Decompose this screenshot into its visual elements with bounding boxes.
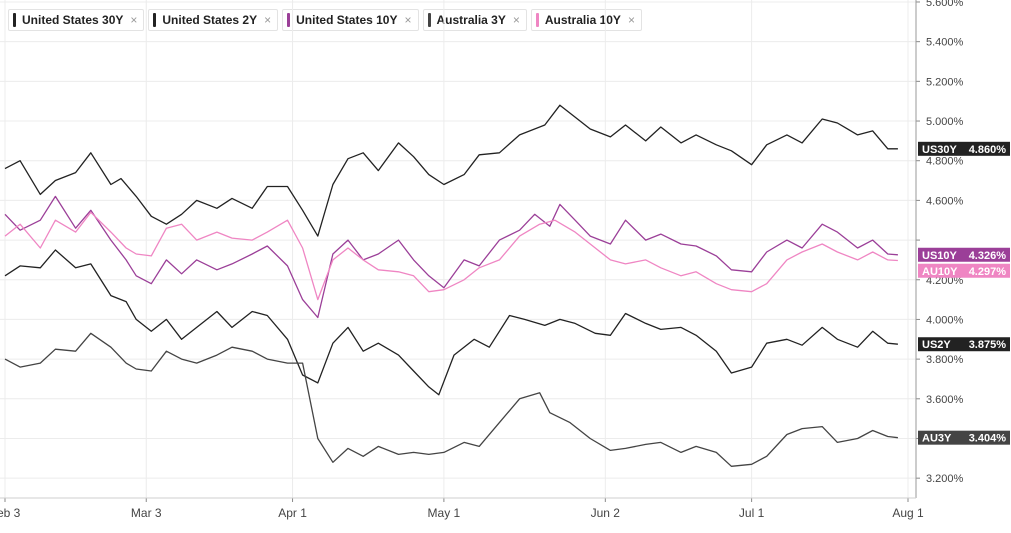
x-tick-label: Jun 2 xyxy=(591,506,621,520)
y-tick-label: 3.800% xyxy=(926,354,964,366)
badge-value: 3.875% xyxy=(969,339,1007,351)
legend-color-swatch xyxy=(427,13,431,27)
last-value-badge: US30Y 4.860% xyxy=(918,141,1010,156)
badge-background xyxy=(918,430,1010,445)
legend-chip[interactable]: Australia 3Y × xyxy=(422,9,527,31)
x-tick-label: Mar 3 xyxy=(131,506,162,520)
y-tick-label: 4.000% xyxy=(926,314,964,326)
badge-value: 3.404% xyxy=(969,433,1007,445)
legend-color-swatch xyxy=(13,13,16,27)
close-icon[interactable]: × xyxy=(512,13,520,27)
badge-symbol: US10Y xyxy=(922,250,958,262)
badge-background xyxy=(918,337,1010,352)
x-tick-label: Aug 1 xyxy=(892,506,924,520)
last-value-badge: AU10Y 4.297% xyxy=(918,263,1010,278)
badge-value: 4.860% xyxy=(969,144,1007,156)
legend-label: United States 30Y xyxy=(22,13,124,27)
legend-label: United States 2Y xyxy=(162,13,258,27)
legend-color-swatch xyxy=(287,13,291,27)
legend-label: Australia 10Y xyxy=(544,13,621,27)
y-tick-label: 3.600% xyxy=(926,394,964,406)
last-value-badge: US2Y 3.875% xyxy=(918,337,1010,352)
close-icon[interactable]: × xyxy=(404,13,412,27)
y-tick-label: 5.000% xyxy=(926,116,964,128)
series-line xyxy=(4,195,898,319)
y-tick-label: 5.600% xyxy=(926,0,964,9)
badge-background xyxy=(918,263,1010,278)
close-icon[interactable]: × xyxy=(264,13,272,27)
last-value-badge: US10Y 4.326% xyxy=(918,247,1010,262)
y-tick-label: 3.200% xyxy=(926,473,964,485)
badge-symbol: AU10Y xyxy=(922,266,958,278)
legend-chip[interactable]: United States 10Y × xyxy=(282,9,419,31)
close-icon[interactable]: × xyxy=(130,13,138,27)
badge-value: 4.326% xyxy=(969,250,1007,262)
last-value-badge: AU3Y 3.404% xyxy=(918,430,1010,445)
x-tick-label: Jul 1 xyxy=(739,506,765,520)
series-line xyxy=(4,332,898,467)
y-tick-label: 4.800% xyxy=(926,156,964,168)
badge-symbol: US30Y xyxy=(922,144,958,156)
badge-symbol: US2Y xyxy=(922,339,951,351)
legend-color-swatch xyxy=(535,13,539,27)
series-line xyxy=(4,211,898,301)
legend-chip[interactable]: United States 30Y × xyxy=(8,9,145,31)
badge-symbol: AU3Y xyxy=(922,433,952,445)
badge-background xyxy=(918,247,1010,262)
close-icon[interactable]: × xyxy=(627,13,635,27)
y-tick-label: 4.600% xyxy=(926,195,964,207)
series-line xyxy=(4,104,898,237)
legend-label: United States 10Y xyxy=(296,13,398,27)
legend-label: Australia 3Y xyxy=(436,13,506,27)
y-tick-label: 5.200% xyxy=(926,76,964,88)
x-tick-label: Apr 1 xyxy=(278,506,307,520)
series-legend: United States 30Y × United States 2Y × Unite… xyxy=(8,9,642,33)
series-line xyxy=(4,249,898,396)
x-tick-label: Feb 3 xyxy=(0,506,21,520)
badge-background xyxy=(918,141,1010,156)
badge-value: 4.297% xyxy=(969,266,1007,278)
legend-color-swatch xyxy=(153,13,157,27)
legend-chip[interactable]: Australia 10Y × xyxy=(530,9,642,31)
x-tick-label: May 1 xyxy=(428,506,461,520)
legend-chip[interactable]: United States 2Y × xyxy=(148,9,279,31)
y-tick-label: 5.400% xyxy=(926,37,964,49)
